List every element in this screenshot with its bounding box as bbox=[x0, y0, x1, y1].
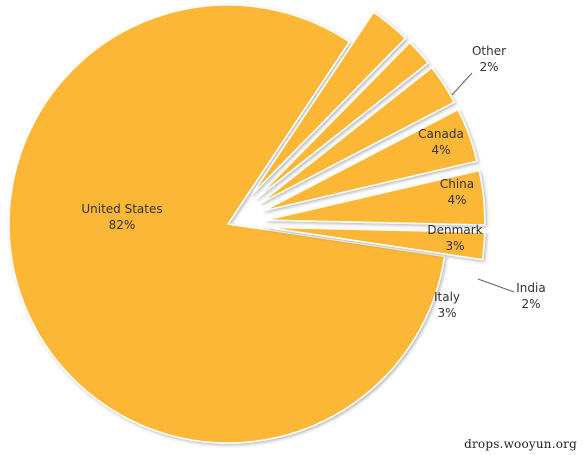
pie-slice-china bbox=[262, 108, 478, 212]
slice-value-china: 4% bbox=[447, 193, 466, 207]
pie-slice-canada bbox=[265, 169, 486, 226]
leader-line-other bbox=[451, 72, 473, 96]
slice-label-italy: Italy bbox=[434, 290, 460, 304]
labels-layer: United States 82% Italy 3% India 2% Denmark 3% C… bbox=[81, 44, 545, 320]
pie-slice-italy bbox=[251, 11, 407, 196]
pie-slice-other bbox=[265, 226, 486, 261]
leader-line-india bbox=[477, 278, 515, 293]
slice-value-united-states: 82% bbox=[109, 218, 136, 232]
slice-value-india: 2% bbox=[521, 297, 540, 311]
slices-layer bbox=[8, 4, 486, 444]
slice-value-italy: 3% bbox=[437, 306, 456, 320]
leader-lines-layer bbox=[451, 72, 515, 293]
slice-label-canada: Canada bbox=[418, 127, 464, 141]
slice-value-canada: 4% bbox=[431, 143, 450, 157]
watermark-text: drops.wooyun.org bbox=[464, 437, 577, 451]
slice-value-denmark: 3% bbox=[445, 239, 464, 253]
slice-label-denmark: Denmark bbox=[427, 223, 482, 237]
slice-value-other: 2% bbox=[479, 60, 498, 74]
slice-label-other: Other bbox=[472, 44, 506, 58]
pie-slice-denmark bbox=[259, 66, 455, 205]
slice-label-united-states: United States bbox=[81, 202, 162, 216]
pie-slice-united-states bbox=[8, 4, 446, 444]
pie-slice-india bbox=[255, 41, 429, 200]
slice-label-china: China bbox=[440, 177, 474, 191]
slice-label-india: India bbox=[516, 281, 545, 295]
